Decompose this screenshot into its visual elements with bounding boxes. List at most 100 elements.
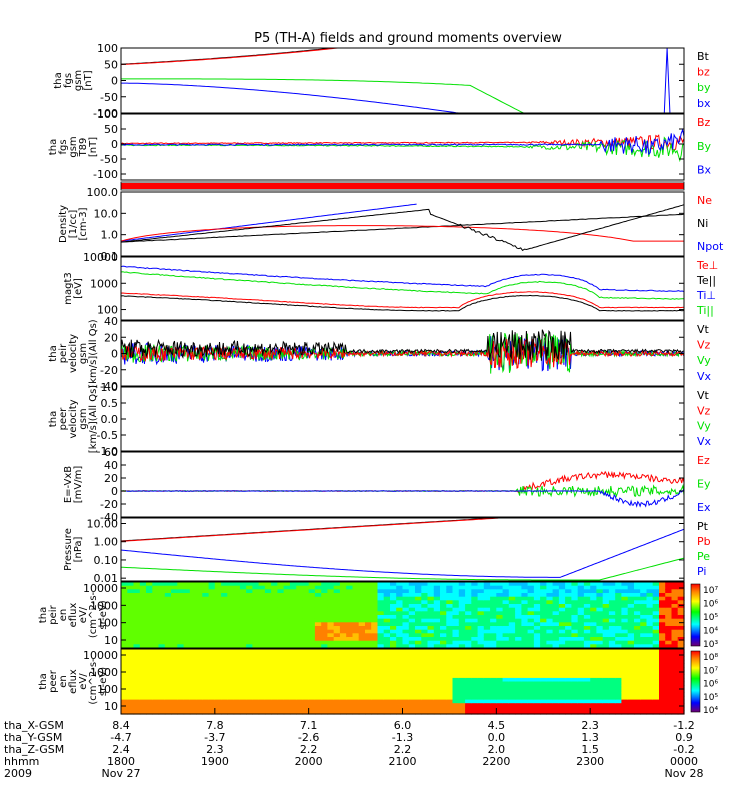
spectrogram-cell: [583, 667, 591, 672]
spectrogram-cell: [596, 629, 604, 634]
spectrogram-cell: [440, 677, 447, 683]
spectrogram-cell: [558, 626, 566, 631]
spectrogram-cell: [596, 710, 604, 715]
spectrogram-cell: [671, 710, 679, 715]
spectrogram-cell: [590, 607, 598, 612]
spectrogram-cell: [527, 649, 535, 654]
spectrogram-cell: [590, 633, 598, 638]
spectrogram-cell: [283, 600, 291, 605]
spectrogram-cell: [440, 589, 447, 594]
spectrogram-cell: [121, 593, 128, 598]
y-tick-label: 10000: [83, 251, 118, 264]
spectrogram-cell: [477, 585, 485, 590]
spectrogram-cell: [433, 699, 441, 704]
spectrogram-cell: [258, 633, 266, 638]
spectrogram-cell: [458, 637, 466, 642]
spectrogram-cell: [390, 607, 397, 612]
spectrogram-cell: [533, 659, 541, 664]
spectrogram-cell: [208, 649, 216, 654]
spectrogram-cell: [408, 674, 416, 679]
spectrogram-cell: [440, 615, 447, 620]
spectrogram-cell: [533, 640, 541, 645]
spectrogram-cell: [640, 589, 648, 594]
spectrogram-cell: [402, 706, 410, 711]
spectrogram-cell: [233, 640, 241, 645]
spectrogram-cell: [590, 649, 598, 654]
spectrogram-cell: [552, 615, 560, 620]
spectrogram-cell: [465, 695, 472, 701]
spectrogram-cell: [465, 629, 472, 634]
spectrogram-cell: [383, 633, 391, 638]
spectrogram-cell: [289, 677, 297, 683]
spectrogram-cell: [640, 677, 648, 683]
spectrogram-cell: [608, 656, 616, 661]
spectrogram-cell: [333, 637, 341, 642]
spectrogram-cell: [152, 699, 160, 704]
spectrogram-cell: [127, 615, 135, 620]
spectrogram-cell: [183, 692, 191, 697]
spectrogram-cell: [164, 681, 172, 686]
ylabel-line: tha: [38, 607, 49, 623]
spectrogram-cell: [171, 593, 178, 598]
spectrogram-cell: [408, 622, 416, 627]
npot-line: [120, 203, 417, 242]
spectrogram-cell: [390, 600, 397, 605]
spectrogram-cell: [527, 582, 535, 587]
spectrogram-cell: [496, 674, 504, 679]
spectrogram-cell: [202, 600, 210, 605]
spectrogram-cell: [508, 593, 516, 598]
spectrogram-cell: [139, 692, 147, 697]
spectrogram-cell: [383, 703, 391, 708]
spectrogram-cell: [189, 593, 197, 598]
spectrogram-cell: [652, 611, 660, 616]
spectrogram-cell: [415, 670, 422, 675]
spectrogram-cell: [627, 615, 635, 620]
spectrogram-cell: [490, 604, 497, 609]
spectrogram-cell: [365, 622, 372, 627]
spectrogram-cell: [502, 626, 510, 631]
spectrogram-cell: [490, 633, 497, 638]
spectrogram-cell: [208, 615, 216, 620]
spectrogram-cell: [233, 596, 241, 601]
spectrogram-cell: [396, 670, 404, 675]
spectrogram-cell: [271, 681, 278, 686]
spectrogram-cell: [483, 656, 491, 661]
spectrogram-cell: [646, 585, 654, 590]
spectrogram-cell: [208, 585, 216, 590]
spectrogram-cell: [264, 589, 272, 594]
spectrogram-cell: [433, 663, 441, 668]
spectrogram-cell: [590, 688, 598, 693]
spectrogram-cell: [677, 640, 685, 645]
spectrogram-cell: [365, 649, 372, 654]
spectrogram-cell: [533, 688, 541, 693]
spectrogram-cell: [233, 607, 241, 612]
spectrogram-cell: [383, 695, 391, 701]
spectrogram-cell: [158, 637, 166, 642]
spectrogram-cell: [146, 710, 153, 715]
spectrogram-cell: [302, 656, 310, 661]
spectrogram-cell: [615, 688, 623, 693]
spectrogram-cell: [546, 710, 554, 715]
spectrogram-cell: [446, 596, 454, 601]
spectrogram-cell: [308, 604, 316, 609]
spectrogram-cell: [202, 688, 210, 693]
spectrogram-cell: [558, 652, 566, 657]
spectrogram-cell: [677, 703, 685, 708]
y-tick-label: -40: [100, 511, 118, 524]
spectrogram-cell: [146, 633, 153, 638]
colorbar-tick-label: 10⁶: [703, 600, 718, 610]
spectrogram-cell: [333, 633, 341, 638]
spectrogram-cell: [321, 695, 329, 701]
spectrogram-cell: [596, 622, 604, 627]
spectrogram-cell: [258, 667, 266, 672]
spectrogram-cell: [214, 640, 222, 645]
spectrogram-cell: [302, 596, 310, 601]
spectrogram-cell: [390, 604, 397, 609]
spectrogram-cell: [446, 706, 454, 711]
spectrogram-cell: [402, 710, 410, 715]
spectrogram-cell: [246, 600, 253, 605]
spectrogram-cell: [415, 618, 422, 623]
spectrogram-cell: [377, 607, 385, 612]
spectrogram-cell: [139, 585, 147, 590]
spectrogram-cell: [365, 589, 372, 594]
